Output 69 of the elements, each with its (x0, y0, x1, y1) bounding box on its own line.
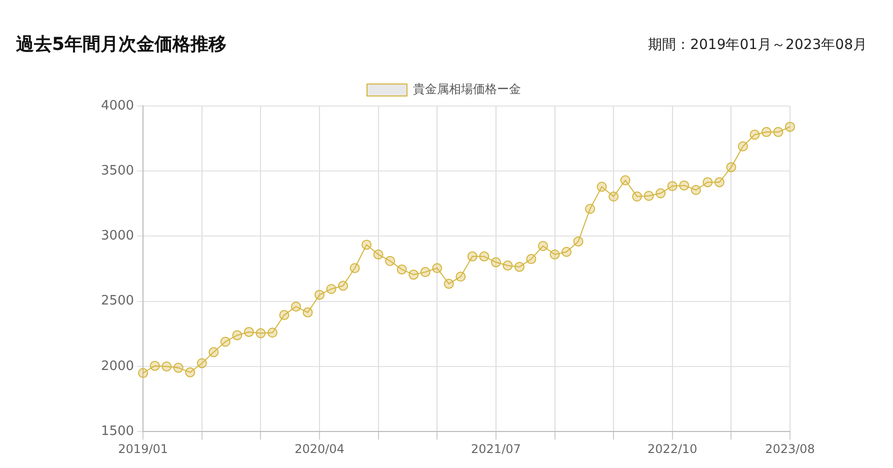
point (444, 278, 454, 289)
point (432, 263, 442, 274)
y-tick-label: 2500 (100, 294, 134, 309)
point (162, 361, 172, 372)
point (385, 256, 396, 266)
point (738, 141, 748, 152)
y-tick-label: 2000 (100, 358, 134, 374)
point (350, 263, 360, 274)
point (196, 358, 207, 368)
point (338, 280, 348, 291)
point (667, 181, 678, 192)
point (538, 241, 548, 252)
point (644, 190, 654, 201)
point (279, 310, 290, 320)
point (302, 307, 313, 318)
chart-title: 過去5年間月次金価格推移 (16, 33, 227, 56)
point (656, 188, 666, 198)
point (314, 290, 325, 300)
point (362, 240, 372, 250)
point (596, 182, 607, 192)
y-tick-label: 4000 (100, 98, 134, 114)
y-tick-label: 3000 (100, 228, 134, 244)
point (173, 362, 184, 373)
point (456, 272, 466, 282)
x-tick-label: 2021/07 (471, 442, 521, 456)
point (420, 267, 430, 278)
point (714, 177, 724, 188)
point (750, 130, 760, 140)
point (679, 180, 690, 190)
point (608, 192, 619, 202)
point (408, 270, 419, 280)
point (467, 251, 478, 262)
point (490, 257, 501, 268)
legend-label: 貴金属相場価格ー金 (413, 82, 521, 96)
point (256, 328, 266, 338)
point (373, 249, 384, 260)
point (573, 236, 584, 246)
y-tick-label: 1500 (100, 424, 134, 439)
y-tick-label: 3500 (100, 163, 134, 178)
point (761, 127, 772, 138)
x-tick-label: 2020/04 (294, 442, 344, 456)
point (690, 185, 701, 196)
point (726, 162, 736, 172)
point (220, 336, 230, 347)
point (208, 347, 219, 358)
point (514, 262, 524, 272)
x-tick-label: 2023/08 (765, 442, 815, 456)
point (585, 204, 596, 214)
point (632, 192, 642, 202)
point (326, 284, 336, 294)
point (785, 122, 795, 132)
x-tick-label: 2019/01 (118, 442, 168, 456)
point (479, 251, 490, 262)
x-tick-label: 2022/10 (647, 442, 698, 456)
point (185, 367, 196, 378)
point (526, 254, 536, 264)
point (244, 326, 254, 337)
point (396, 264, 407, 274)
point (502, 260, 513, 271)
point (702, 177, 713, 188)
chart-subtitle: 期間：2019年01月～2023年08月 (648, 36, 867, 54)
point (773, 127, 784, 138)
point (290, 302, 301, 312)
point (562, 246, 572, 257)
point (232, 330, 242, 340)
point (550, 249, 560, 260)
point (620, 175, 630, 186)
point (267, 328, 278, 338)
point (150, 360, 160, 371)
